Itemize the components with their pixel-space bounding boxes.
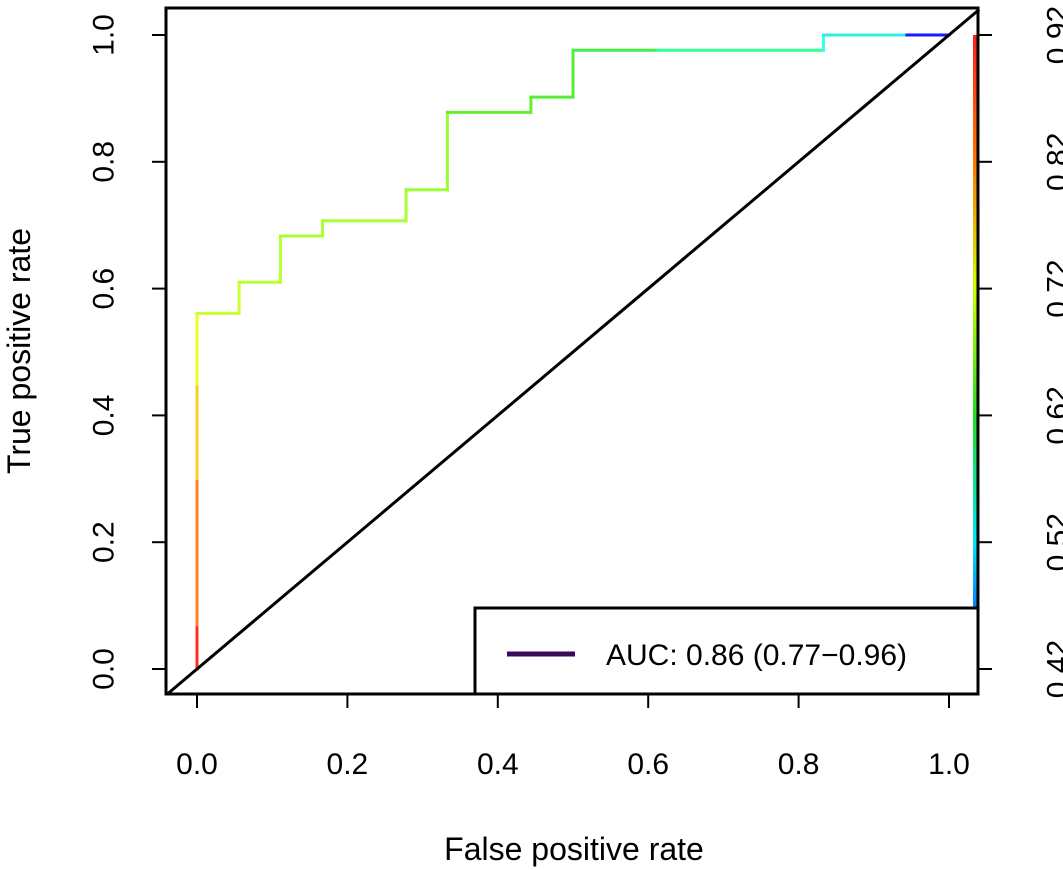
x-tick-label: 0.4 [477, 748, 519, 781]
colorbar-strip [973, 35, 979, 669]
y-tick-label: 0.0 [88, 648, 121, 690]
colorbar-tick-label: 0.42 [1042, 640, 1063, 698]
colorbar: 0.42 0.52 0.62 0.72 0.82 0.92 [973, 6, 1063, 698]
colorbar-tick-label: 0.52 [1042, 513, 1063, 571]
legend: AUC: 0.86 (0.77−0.96) [473, 606, 980, 696]
y-tick-label: 0.4 [88, 395, 121, 437]
legend-box [473, 606, 980, 696]
x-tick-label: 0.6 [627, 748, 669, 781]
colorbar-tick-label: 0.92 [1042, 6, 1063, 64]
x-tick-label: 1.0 [928, 748, 970, 781]
x-axis-title: False positive rate [444, 831, 704, 867]
x-tick-label: 0.8 [778, 748, 820, 781]
legend-label: AUC: 0.86 (0.77−0.96) [606, 639, 907, 672]
y-tick-label: 1.0 [88, 14, 121, 56]
y-axis-title: True positive rate [1, 228, 37, 474]
reference-diagonal [165, 8, 981, 696]
y-tick-label: 0.8 [88, 141, 121, 183]
x-tick-label: 0.2 [327, 748, 369, 781]
x-tick-label: 0.0 [176, 748, 218, 781]
axes: 0.0 0.2 0.4 0.6 0.8 1.0 0.0 0.2 0.4 0.6 0.8 1.0 [88, 14, 970, 781]
colorbar-tick-label: 0.62 [1042, 386, 1063, 444]
roc-curve [195, 33, 951, 671]
colorbar-tick-label: 0.72 [1042, 259, 1063, 317]
y-tick-label: 0.2 [88, 521, 121, 563]
y-tick-label: 0.6 [88, 268, 121, 310]
colorbar-tick-label: 0.82 [1042, 133, 1063, 191]
